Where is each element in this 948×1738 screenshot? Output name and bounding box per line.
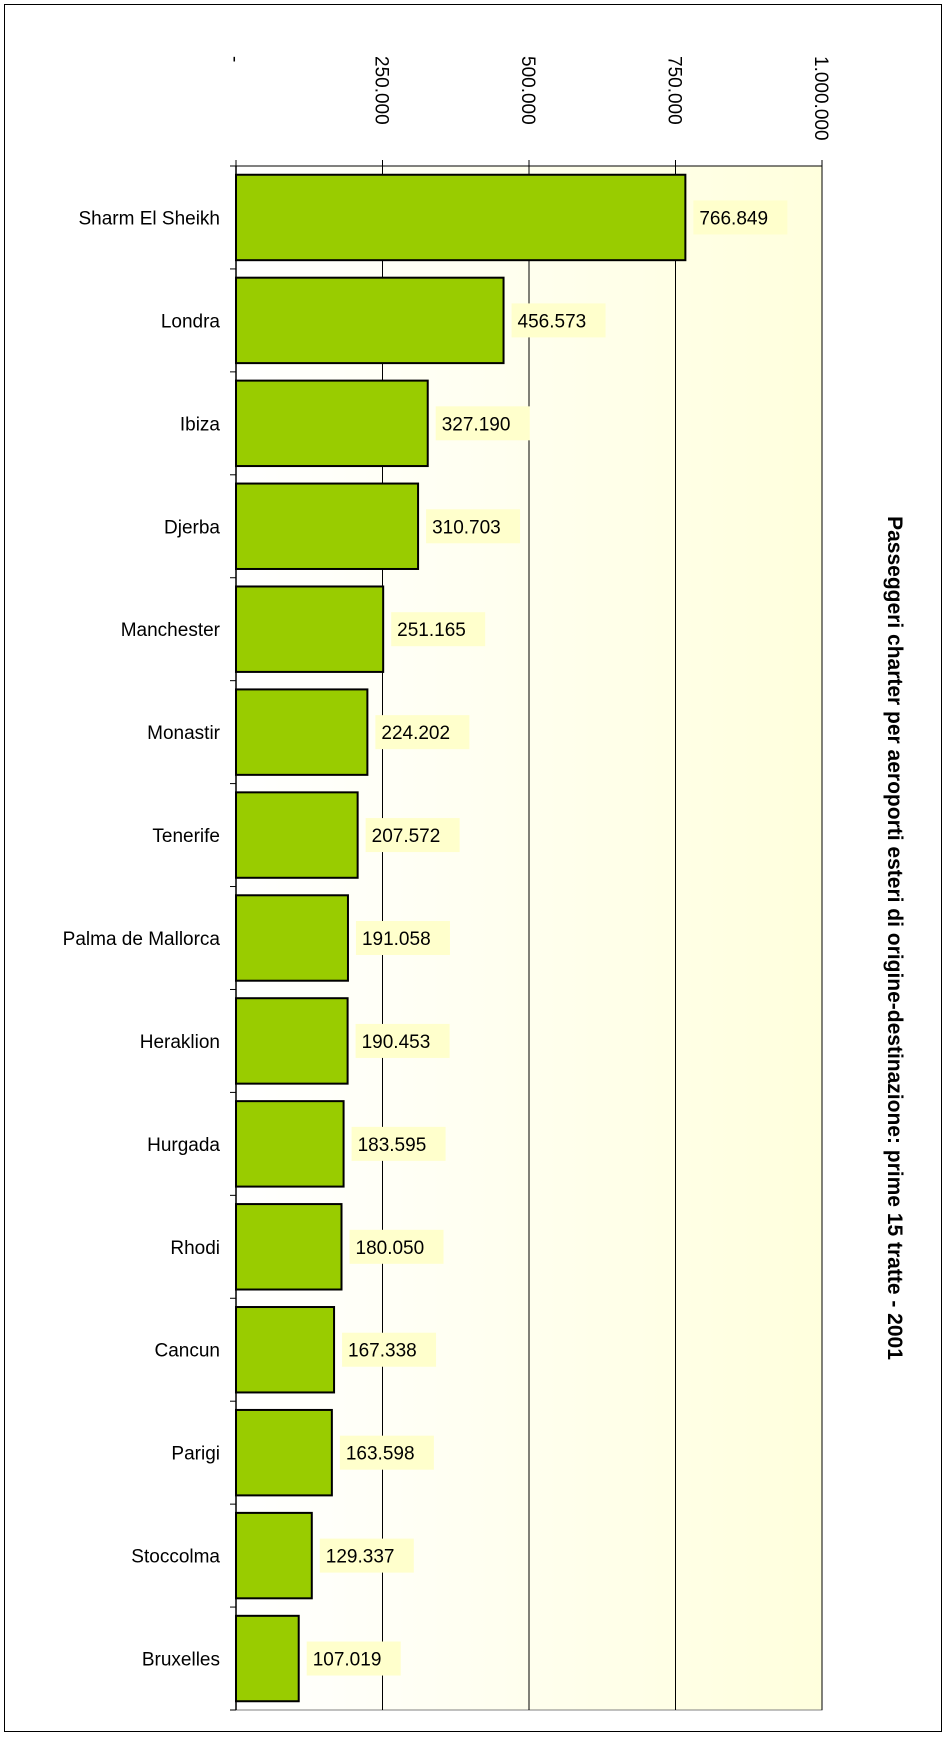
value-label: 167.338: [348, 1341, 417, 1362]
bar: [235, 482, 420, 570]
value-label-bg: [319, 1538, 414, 1573]
value-label: 163.598: [346, 1444, 415, 1465]
value-label: 190.453: [362, 1032, 431, 1053]
category-label: Hurgada: [147, 1135, 220, 1156]
category-label: Stoccolma: [131, 1547, 220, 1568]
category-label: Heraklion: [140, 1032, 220, 1053]
axes: [230, 160, 823, 1711]
value-label-bg: [355, 1023, 450, 1058]
bar: [235, 1306, 336, 1394]
category-label: Sharm El Sheikh: [78, 208, 220, 229]
value-label-bg: [511, 303, 606, 338]
value-label: 207.572: [372, 826, 441, 847]
category-label: Palma de Mallorca: [63, 929, 221, 950]
category-label: Cancun: [155, 1341, 221, 1362]
value-label: 129.337: [326, 1547, 395, 1568]
value-label: 327.190: [442, 414, 511, 435]
category-label: Londra: [161, 311, 221, 332]
value-label: 766.849: [699, 208, 768, 229]
value-label-bg: [365, 818, 460, 853]
bar: [235, 688, 369, 776]
bar: [235, 379, 429, 468]
category-label: Parigi: [171, 1444, 220, 1465]
value-label-bg: [435, 406, 530, 441]
value-label-bg: [391, 612, 486, 647]
value-label-bg: [693, 200, 788, 235]
value-label: 180.050: [356, 1238, 425, 1259]
bar: [235, 585, 385, 673]
bar: [235, 1203, 343, 1291]
value-label-bg: [375, 715, 470, 750]
bar: [235, 1511, 313, 1600]
value-label-bg: [339, 1435, 434, 1470]
value-label-bg: [306, 1641, 401, 1676]
value-label-bg: [426, 509, 521, 544]
x-tick-label: 750.000: [664, 56, 685, 125]
x-tick-label: 1.000.000: [810, 56, 831, 141]
category-label: Monastir: [147, 723, 221, 744]
value-label-bg: [355, 921, 450, 955]
x-tick-label: 500.000: [517, 56, 538, 125]
value-label: 107.019: [313, 1650, 382, 1671]
bar: [235, 791, 359, 879]
value-label: 224.202: [381, 723, 450, 744]
value-label-bg: [342, 1332, 437, 1367]
labels: - 250.000 500.000 750.000 1.000.000 Sharm El …: [63, 56, 831, 1676]
value-label: 456.573: [518, 311, 587, 332]
category-label: Manchester: [121, 620, 221, 641]
bar: [235, 997, 349, 1085]
chart-title: Passeggeri charter per aeroporti esteri …: [883, 516, 906, 1360]
category-label: Bruxelles: [142, 1650, 220, 1671]
value-label: 251.165: [397, 620, 466, 641]
category-label: Rhodi: [170, 1238, 220, 1259]
x-tick-label: 250.000: [371, 56, 392, 125]
value-label: 191.058: [362, 929, 431, 950]
bars: [235, 173, 687, 1703]
category-label: Djerba: [164, 517, 220, 538]
value-label: 183.595: [358, 1135, 427, 1156]
bar: [235, 1614, 300, 1703]
bar: [235, 894, 349, 982]
value-label-bg: [351, 1126, 446, 1161]
value-label: 310.703: [432, 517, 501, 538]
category-label: Ibiza: [180, 414, 221, 435]
bar: [235, 1100, 345, 1188]
bar: [235, 173, 687, 262]
x-tick-label: -: [224, 56, 245, 62]
category-label: Tenerife: [152, 826, 220, 847]
bar: [235, 1408, 333, 1497]
bar: [235, 276, 505, 365]
value-label-bg: [349, 1229, 444, 1264]
